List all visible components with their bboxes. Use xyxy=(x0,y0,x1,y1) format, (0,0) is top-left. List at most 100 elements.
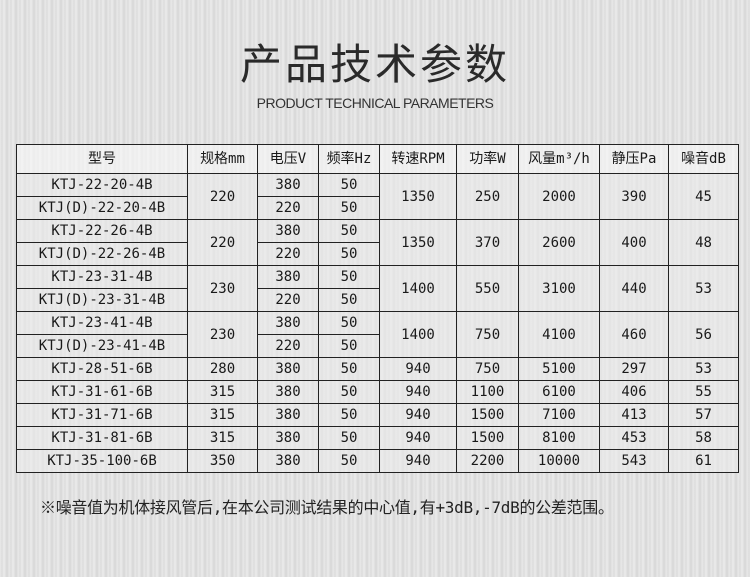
spec-cell: 315 xyxy=(187,426,258,450)
airflow-cell: 5100 xyxy=(518,357,600,381)
voltage-cell: 380 xyxy=(257,311,319,335)
pressure-cell: 406 xyxy=(599,380,669,404)
table-row: KTJ(D)-22-26-4B 220 50 xyxy=(16,242,739,266)
table-row: KTJ-35-100-6B 350 380 50 940 2200 10000 543 61 xyxy=(16,449,739,473)
model-cell: KTJ(D)-23-31-4B xyxy=(16,288,188,312)
frequency-cell: 50 xyxy=(318,334,380,358)
parameters-table: 型号 规格mm 电压V 频率Hz 转速RPM 功率W 风量m³/h 静压Pa 噪音dB KTJ-… xyxy=(16,144,739,473)
voltage-cell: 380 xyxy=(257,380,319,404)
table-row: KTJ(D)-23-41-4B 220 50 xyxy=(16,334,739,358)
frequency-cell: 50 xyxy=(318,219,380,243)
noise-cell: 45 xyxy=(668,173,739,220)
table-row: KTJ-28-51-6B 280 380 50 940 750 5100 297 53 xyxy=(16,357,739,381)
airflow-cell: 4100 xyxy=(518,311,600,358)
column-header: 型号 xyxy=(16,144,188,174)
voltage-cell: 220 xyxy=(257,196,319,220)
power-cell: 370 xyxy=(456,219,519,266)
column-header: 规格mm xyxy=(187,144,258,174)
table-row: KTJ-22-20-4B 220 380 50 1350 250 2000 390 45 xyxy=(16,173,739,220)
power-cell: 750 xyxy=(456,357,519,381)
page-subtitle: PRODUCT TECHNICAL PARAMETERS xyxy=(256,95,494,111)
frequency-cell: 50 xyxy=(318,242,380,266)
power-cell: 550 xyxy=(456,265,519,312)
table-row: KTJ-31-61-6B 315 380 50 940 1100 6100 406 55 xyxy=(16,380,739,404)
power-cell: 2200 xyxy=(456,449,519,473)
pressure-cell: 460 xyxy=(599,311,669,358)
footnote: ※噪音值为机体接风管后,在本公司测试结果的中心值,有+3dB,-7dB的公差范围… xyxy=(40,498,614,517)
power-cell: 1100 xyxy=(456,380,519,404)
column-header: 静压Pa xyxy=(599,144,669,174)
frequency-cell: 50 xyxy=(318,357,380,381)
column-header: 功率W xyxy=(456,144,519,174)
model-cell: KTJ(D)-22-20-4B xyxy=(16,196,188,220)
power-cell: 250 xyxy=(456,173,519,220)
page-title: 产品技术参数 xyxy=(239,40,510,89)
voltage-cell: 380 xyxy=(257,403,319,427)
table-row: KTJ-23-31-4B 230 380 50 1400 550 3100 440 53 xyxy=(16,265,739,312)
model-cell: KTJ-23-41-4B xyxy=(16,311,188,335)
voltage-cell: 380 xyxy=(257,219,319,243)
pressure-cell: 440 xyxy=(599,265,669,312)
table-row: KTJ(D)-23-31-4B 220 50 xyxy=(16,288,739,312)
table-row: KTJ-22-26-4B 220 380 50 1350 370 2600 400 48 xyxy=(16,219,739,266)
frequency-cell: 50 xyxy=(318,426,380,450)
noise-cell: 48 xyxy=(668,219,739,266)
rpm-cell: 940 xyxy=(379,380,457,404)
rpm-cell: 1350 xyxy=(379,219,457,266)
airflow-cell: 7100 xyxy=(518,403,600,427)
pressure-cell: 390 xyxy=(599,173,669,220)
spec-cell: 280 xyxy=(187,357,258,381)
column-header: 电压V xyxy=(257,144,319,174)
model-cell: KTJ-22-26-4B xyxy=(16,219,188,243)
power-cell: 1500 xyxy=(456,426,519,450)
noise-cell: 58 xyxy=(668,426,739,450)
table-row: KTJ-23-41-4B 230 380 50 1400 750 4100 460 56 xyxy=(16,311,739,358)
airflow-cell: 2600 xyxy=(518,219,600,266)
spec-cell: 350 xyxy=(187,449,258,473)
frequency-cell: 50 xyxy=(318,311,380,335)
table-row: KTJ(D)-22-20-4B 220 50 xyxy=(16,196,739,220)
voltage-cell: 380 xyxy=(257,265,319,289)
spec-cell: 230 xyxy=(187,311,258,358)
voltage-cell: 380 xyxy=(257,426,319,450)
voltage-cell: 380 xyxy=(257,173,319,197)
rpm-cell: 1400 xyxy=(379,265,457,312)
voltage-cell: 220 xyxy=(257,288,319,312)
rpm-cell: 940 xyxy=(379,426,457,450)
column-header: 风量m³/h xyxy=(518,144,600,174)
model-cell: KTJ-22-20-4B xyxy=(16,173,188,197)
voltage-cell: 380 xyxy=(257,357,319,381)
airflow-cell: 8100 xyxy=(518,426,600,450)
pressure-cell: 297 xyxy=(599,357,669,381)
model-cell: KTJ(D)-22-26-4B xyxy=(16,242,188,266)
frequency-cell: 50 xyxy=(318,196,380,220)
column-header: 频率Hz xyxy=(318,144,380,174)
model-cell: KTJ-31-61-6B xyxy=(16,380,188,404)
noise-cell: 61 xyxy=(668,449,739,473)
pressure-cell: 543 xyxy=(599,449,669,473)
rpm-cell: 940 xyxy=(379,403,457,427)
table-row: KTJ-31-81-6B 315 380 50 940 1500 8100 453 58 xyxy=(16,426,739,450)
noise-cell: 53 xyxy=(668,357,739,381)
airflow-cell: 3100 xyxy=(518,265,600,312)
airflow-cell: 10000 xyxy=(518,449,600,473)
frequency-cell: 50 xyxy=(318,173,380,197)
airflow-cell: 6100 xyxy=(518,380,600,404)
frequency-cell: 50 xyxy=(318,403,380,427)
rpm-cell: 940 xyxy=(379,449,457,473)
power-cell: 1500 xyxy=(456,403,519,427)
voltage-cell: 380 xyxy=(257,449,319,473)
frequency-cell: 50 xyxy=(318,265,380,289)
power-cell: 750 xyxy=(456,311,519,358)
spec-cell: 315 xyxy=(187,403,258,427)
column-header: 转速RPM xyxy=(379,144,457,174)
noise-cell: 53 xyxy=(668,265,739,312)
table-header-row: 型号 规格mm 电压V 频率Hz 转速RPM 功率W 风量m³/h 静压Pa 噪音dB xyxy=(16,144,739,174)
model-cell: KTJ-31-81-6B xyxy=(16,426,188,450)
airflow-cell: 2000 xyxy=(518,173,600,220)
frequency-cell: 50 xyxy=(318,288,380,312)
pressure-cell: 453 xyxy=(599,426,669,450)
column-header: 噪音dB xyxy=(668,144,739,174)
pressure-cell: 400 xyxy=(599,219,669,266)
noise-cell: 55 xyxy=(668,380,739,404)
